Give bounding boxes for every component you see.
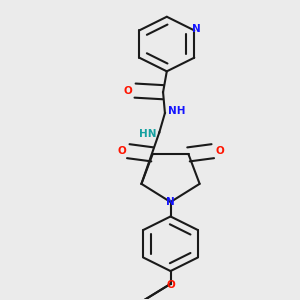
Text: N: N <box>192 24 200 34</box>
Text: HN: HN <box>139 129 156 139</box>
Text: O: O <box>215 146 224 156</box>
Text: O: O <box>166 280 175 290</box>
Text: N: N <box>166 197 175 207</box>
Text: NH: NH <box>168 106 186 116</box>
Text: O: O <box>124 85 133 96</box>
Text: O: O <box>117 146 126 156</box>
